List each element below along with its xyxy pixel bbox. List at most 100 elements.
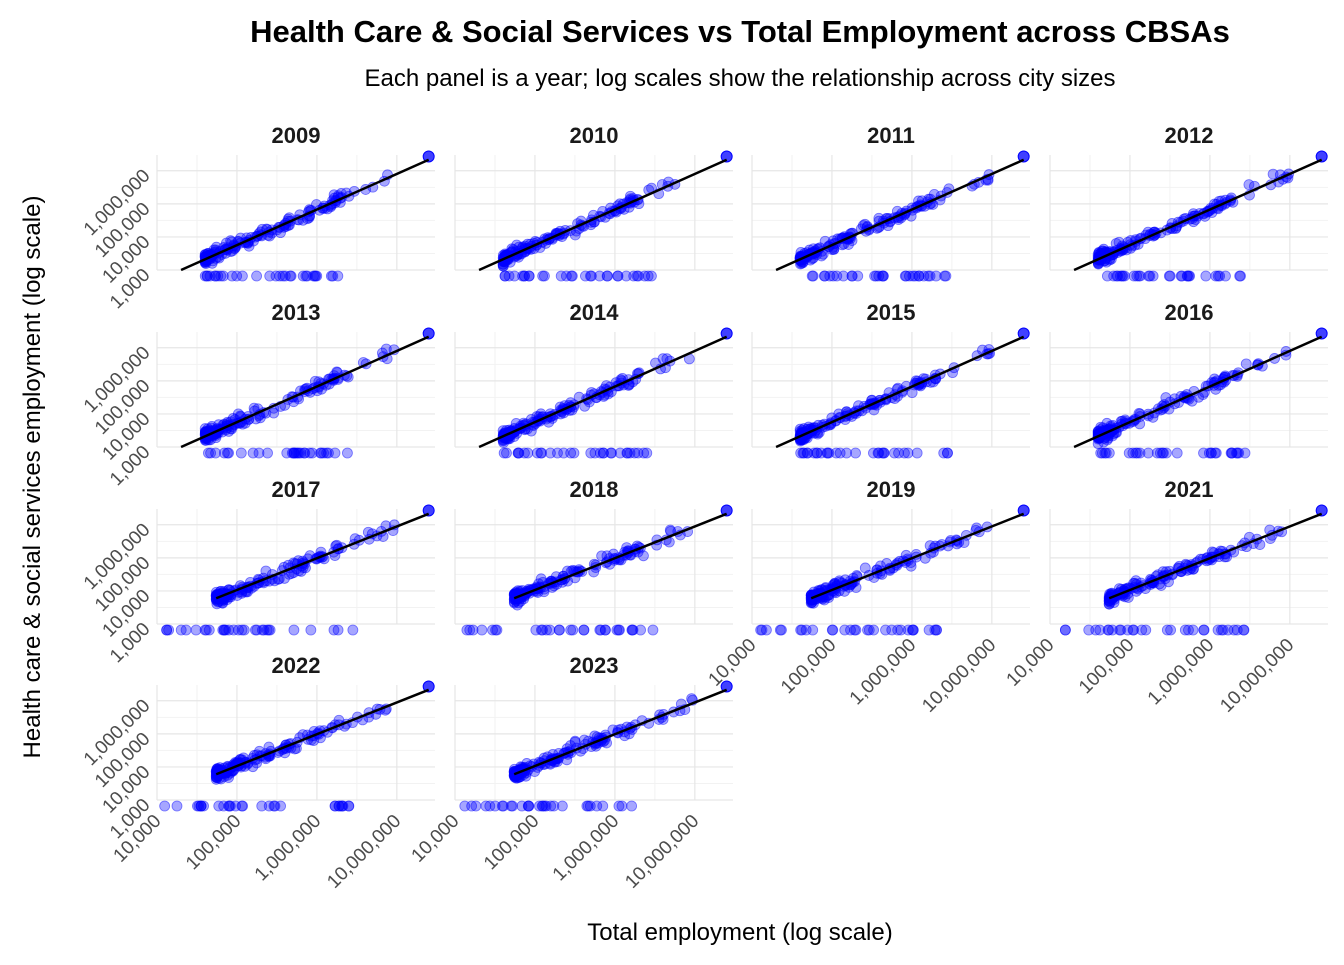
zero-data-point	[797, 447, 809, 459]
panel-2018: 2018	[454, 477, 733, 636]
data-point	[561, 754, 573, 766]
zero-data-point	[545, 447, 556, 459]
panel-title-2015: 2015	[867, 300, 916, 325]
zero-data-point	[329, 800, 341, 812]
zero-data-point	[560, 270, 572, 282]
zero-data-point	[539, 270, 550, 282]
data-point	[819, 235, 831, 247]
zero-data-point	[262, 447, 273, 459]
zero-data-point	[175, 624, 187, 636]
zero-data-point	[589, 447, 601, 459]
zero-data-point	[647, 624, 659, 636]
panel-title-2012: 2012	[1165, 123, 1214, 148]
zero-data-point	[939, 270, 951, 282]
zero-data-point	[902, 447, 914, 459]
zero-data-point	[1217, 624, 1229, 636]
zero-data-point	[1140, 624, 1152, 636]
zero-data-point	[594, 270, 605, 282]
points-2013	[199, 327, 435, 459]
zero-data-point	[622, 447, 633, 459]
zero-data-point	[301, 270, 313, 282]
zero-data-point	[1226, 447, 1238, 459]
zero-data-point	[613, 800, 625, 812]
zero-data-point	[811, 447, 823, 459]
zero-data-point	[279, 270, 291, 282]
zero-data-point	[1106, 624, 1118, 636]
zero-data-point	[1161, 624, 1173, 636]
panel-title-2013: 2013	[272, 300, 321, 325]
zero-data-point	[507, 800, 518, 812]
zero-data-point	[942, 447, 953, 459]
zero-data-point	[310, 270, 322, 282]
zero-data-point	[1187, 624, 1199, 636]
x-tick-label: 10,000,000	[621, 811, 703, 893]
panel-title-2010: 2010	[570, 123, 619, 148]
zero-data-point	[228, 624, 240, 636]
panel-2016: 2016	[1049, 300, 1328, 459]
x-tick-label: 1,000,000	[549, 811, 624, 886]
panel-2012: 2012	[1049, 123, 1328, 282]
zero-data-point	[568, 447, 580, 459]
zero-data-point	[1059, 624, 1071, 636]
zero-data-point	[1132, 447, 1143, 459]
zero-data-point	[285, 270, 297, 282]
zero-data-point	[869, 270, 881, 282]
zero-data-point	[595, 624, 607, 636]
zero-data-point	[1205, 447, 1217, 459]
zero-data-point	[213, 800, 225, 812]
zero-data-point	[535, 447, 547, 459]
zero-data-point	[201, 270, 213, 282]
x-tick-label: 100,000	[182, 811, 245, 874]
chart-title: Health Care & Social Services vs Total E…	[250, 14, 1230, 49]
data-point	[535, 573, 547, 585]
panel-2011: 2011	[751, 123, 1030, 282]
panel-2014: 2014	[454, 300, 733, 459]
zero-data-point	[641, 447, 653, 459]
data-point	[1160, 392, 1172, 403]
zero-data-point	[269, 800, 281, 812]
zero-data-point	[295, 447, 307, 459]
zero-data-point	[892, 624, 904, 636]
zero-data-point	[822, 447, 833, 459]
zero-data-point	[597, 800, 609, 812]
x-tick-label: 10,000,000	[918, 635, 1000, 717]
data-point	[380, 343, 392, 355]
zero-data-point	[516, 800, 528, 812]
zero-data-point	[288, 624, 300, 636]
x-tick-label: 10,000	[1003, 635, 1059, 691]
zero-data-point	[237, 800, 249, 812]
y-axis-label: Health care & social services employment…	[19, 196, 46, 759]
zero-data-point	[852, 270, 864, 282]
zero-data-point	[315, 447, 326, 459]
x-tick-label: 10,000	[705, 635, 761, 691]
zero-data-point	[907, 624, 919, 636]
zero-data-point	[250, 624, 261, 636]
zero-data-point	[1108, 270, 1120, 282]
data-point-largest	[1315, 150, 1328, 163]
zero-data-point	[193, 800, 205, 812]
data-point-largest	[422, 150, 435, 163]
zero-data-point	[581, 800, 593, 812]
zero-data-point	[470, 800, 482, 812]
zero-data-point	[631, 270, 643, 282]
zero-data-point	[537, 624, 548, 636]
x-tick-label: 100,000	[1075, 635, 1138, 698]
zero-data-point	[263, 624, 275, 636]
zero-data-point	[264, 270, 276, 282]
data-point	[243, 240, 255, 252]
zero-data-point	[503, 270, 515, 282]
panel-title-2009: 2009	[272, 123, 321, 148]
zero-data-point	[522, 447, 534, 459]
zero-data-point	[612, 270, 624, 282]
zero-data-point	[251, 270, 262, 282]
zero-data-point	[841, 447, 852, 459]
zero-data-point	[1103, 447, 1115, 459]
zero-data-point	[565, 624, 577, 636]
